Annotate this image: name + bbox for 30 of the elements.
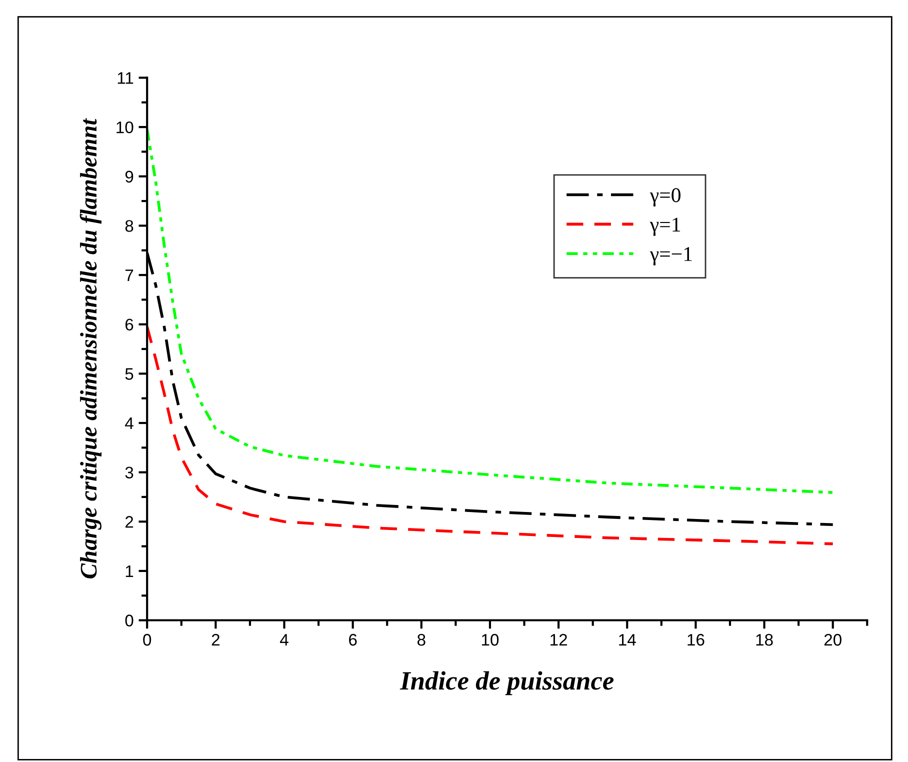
y-tick-label: 7: [125, 270, 134, 282]
legend-label: γ=−1: [650, 247, 692, 266]
x-tick-label: 16: [688, 634, 704, 646]
x-tick-label: 20: [824, 634, 842, 646]
y-tick-label: 0: [125, 614, 134, 626]
x-tick-label: 2: [212, 634, 220, 646]
legend-label: γ=1: [650, 218, 680, 236]
y-tick-label: 11: [118, 72, 134, 84]
legend-label: γ=0: [650, 188, 680, 206]
y-tick-label: 9: [125, 170, 134, 183]
x-tick-label: 0: [143, 634, 152, 646]
y-tick-label: 10: [116, 121, 134, 134]
y-tick-label: 4: [125, 418, 134, 430]
y-tick-label: 6: [125, 318, 134, 331]
x-tick-label: 8: [417, 634, 426, 646]
x-tick-label: 10: [482, 634, 499, 646]
line-series: [147, 325, 834, 546]
line-series: [147, 128, 834, 494]
y-axis-title: Charge critique adimensionnelle du flambemnt: [80, 118, 102, 578]
y-tick-label: 8: [125, 220, 134, 232]
y-tick-label: 2: [125, 516, 134, 528]
x-tick-label: 6: [349, 634, 357, 646]
x-tick-label: 12: [550, 634, 567, 646]
x-tick-label: 4: [280, 634, 288, 646]
y-tick-label: 5: [125, 368, 134, 380]
x-tick-label: 18: [756, 634, 773, 646]
x-tick-label: 14: [619, 634, 636, 646]
y-tick-label: 1: [126, 566, 134, 577]
y-tick-label: 3: [125, 466, 134, 479]
x-axis-title: Indice de puissance: [400, 671, 614, 696]
